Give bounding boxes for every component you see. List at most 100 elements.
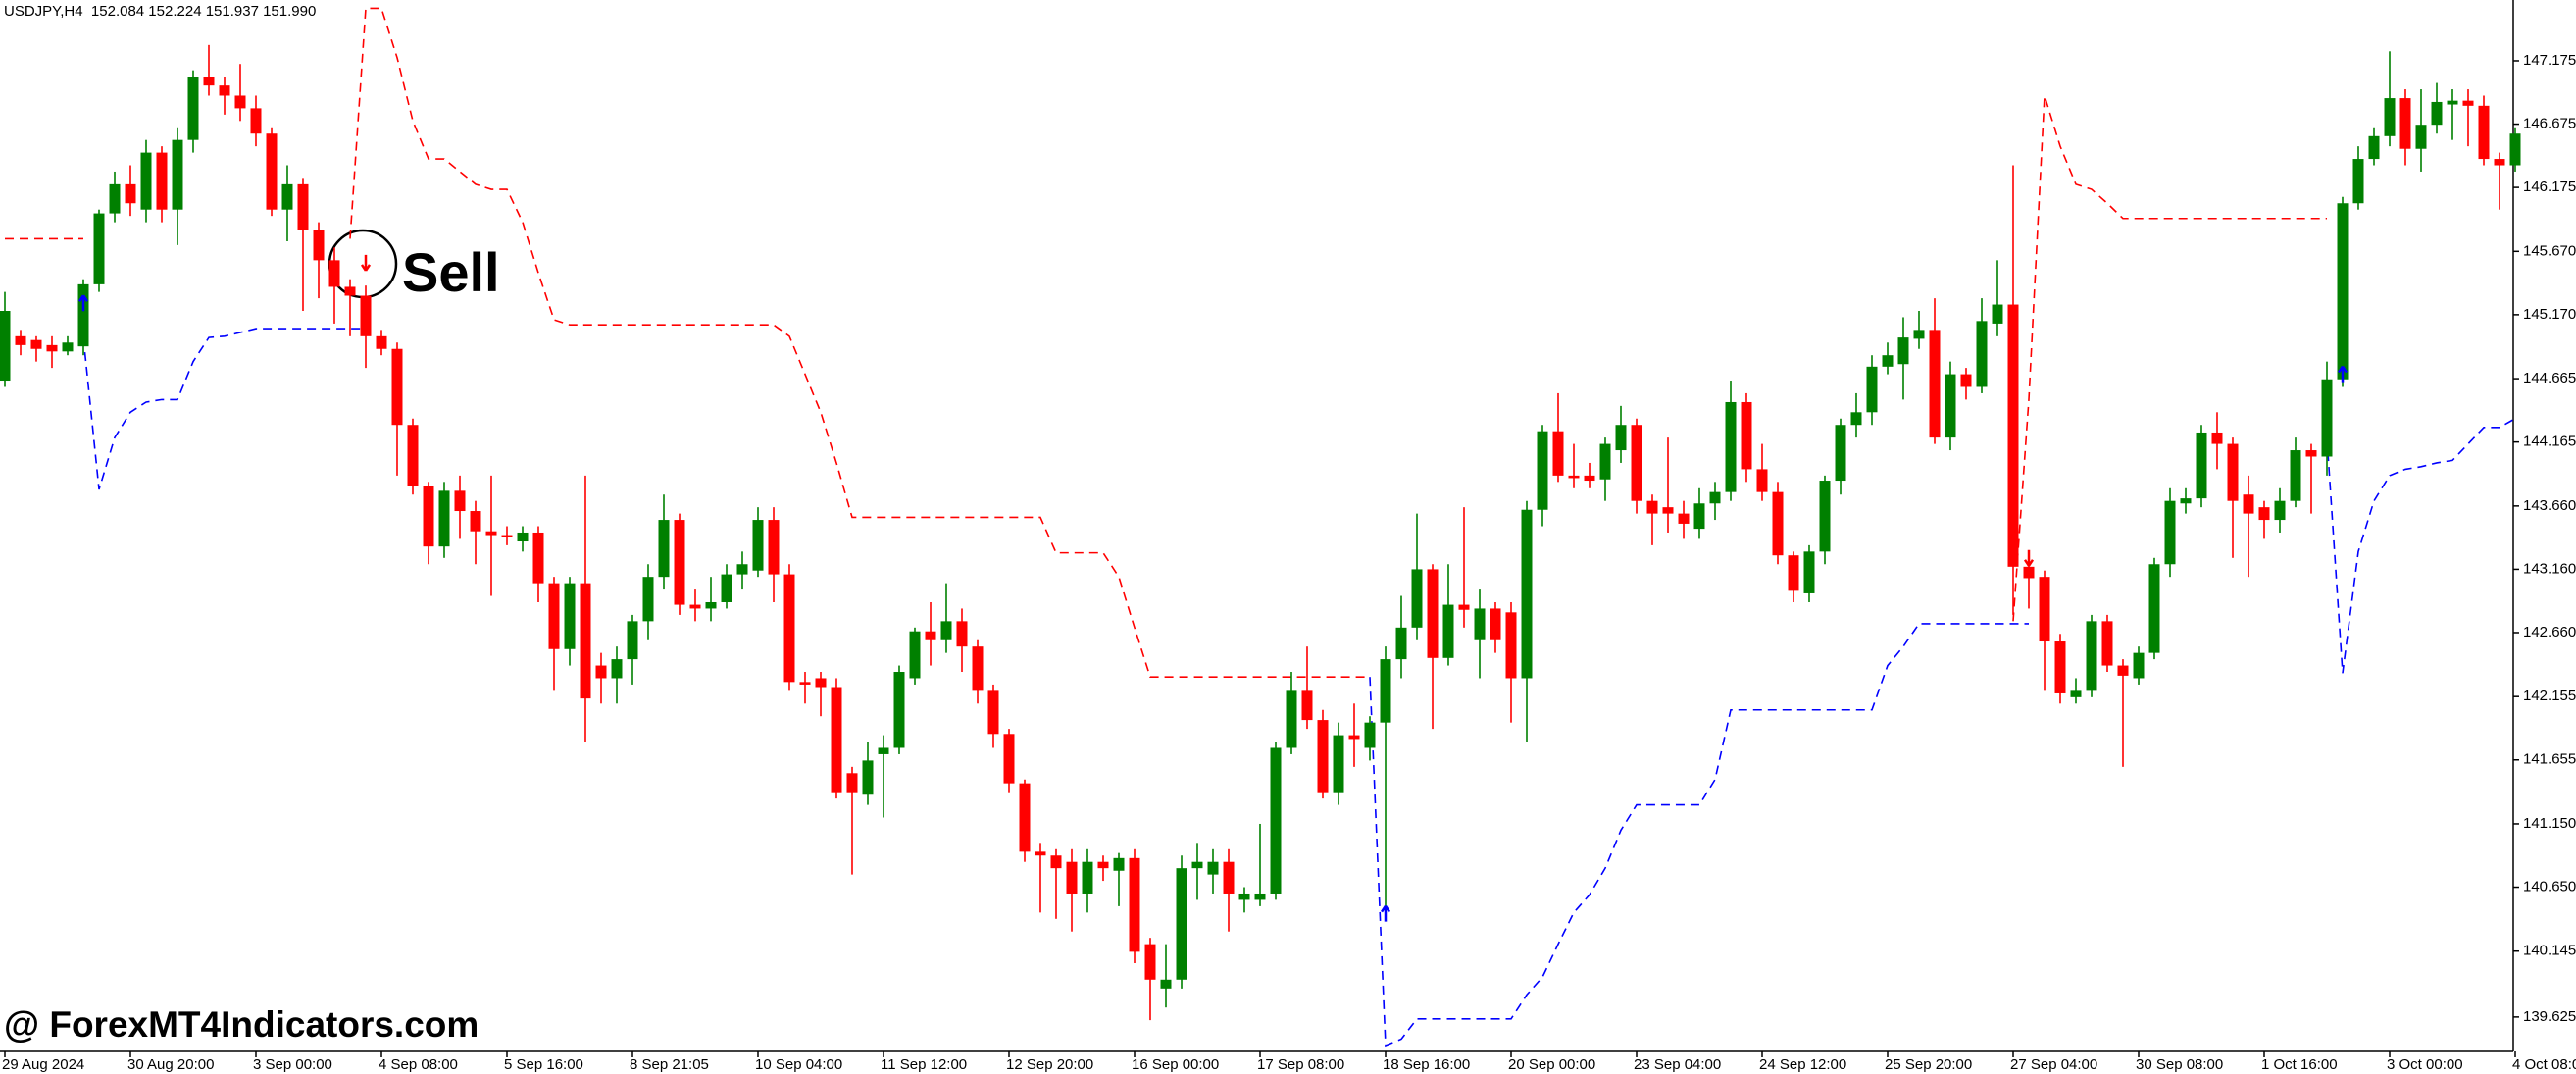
x-tick-label: 12 Sep 20:00 bbox=[1006, 1056, 1093, 1073]
candle-body bbox=[846, 773, 858, 793]
candle-body bbox=[1270, 747, 1282, 894]
candle-body bbox=[1144, 944, 1156, 980]
candle-body bbox=[156, 152, 168, 210]
candle-body bbox=[627, 621, 638, 660]
candle-body bbox=[2305, 450, 2317, 457]
candle-body bbox=[2007, 304, 2019, 567]
sell-arrow bbox=[360, 254, 372, 272]
watermark: @ ForexMT4Indicators.com bbox=[4, 1004, 479, 1045]
candle-body bbox=[1725, 401, 1737, 492]
candle-body bbox=[1552, 431, 1564, 476]
candle-body bbox=[2494, 159, 2505, 166]
candle-body bbox=[2368, 135, 2380, 160]
candle-body bbox=[454, 490, 466, 512]
candle-body bbox=[1254, 893, 1266, 900]
candle-body bbox=[956, 621, 968, 647]
x-tick-label: 4 Sep 08:00 bbox=[379, 1056, 458, 1073]
candle-body bbox=[1003, 734, 1015, 784]
candle-body bbox=[2384, 98, 2396, 136]
candle-body bbox=[1584, 475, 1595, 482]
candle-body bbox=[831, 687, 842, 793]
x-tick-label: 8 Sep 21:05 bbox=[630, 1056, 709, 1073]
x-tick-label: 25 Sep 20:00 bbox=[1885, 1056, 1972, 1073]
candle-body bbox=[1992, 304, 2003, 324]
candle-body bbox=[391, 348, 403, 426]
candle-body bbox=[1427, 569, 1439, 658]
candle-body bbox=[972, 646, 984, 691]
candle-body bbox=[423, 486, 434, 547]
candle-body bbox=[2352, 159, 2364, 204]
candle-body bbox=[940, 621, 952, 640]
candle-body bbox=[1976, 321, 1988, 387]
candle-body bbox=[2447, 100, 2458, 105]
candle-body bbox=[1160, 979, 1172, 989]
y-tick-label: 142.155 bbox=[2523, 688, 2576, 704]
candle-body bbox=[470, 511, 481, 532]
candle-body bbox=[328, 260, 340, 287]
y-tick-label: 144.165 bbox=[2523, 434, 2576, 450]
candle-body bbox=[1317, 720, 1329, 793]
y-tick-label: 140.650 bbox=[2523, 878, 2576, 895]
y-tick-label: 142.660 bbox=[2523, 624, 2576, 640]
candle-body bbox=[925, 631, 936, 640]
candle-body bbox=[1772, 491, 1784, 556]
buy-arrow bbox=[77, 294, 89, 312]
candle-body bbox=[1395, 627, 1407, 660]
candle-body bbox=[1082, 861, 1093, 894]
candle-body bbox=[2399, 98, 2411, 149]
candle-body bbox=[1348, 735, 1360, 740]
y-tick-label: 146.175 bbox=[2523, 179, 2576, 195]
candle-body bbox=[1097, 861, 1109, 869]
candle-body bbox=[1035, 851, 1046, 856]
candle-body bbox=[2039, 577, 2050, 642]
candle-body bbox=[2478, 105, 2490, 160]
x-tick-label: 30 Sep 08:00 bbox=[2136, 1056, 2223, 1073]
candle-body bbox=[783, 574, 795, 683]
candle-body bbox=[1474, 608, 1486, 640]
x-tick-label: 1 Oct 16:00 bbox=[2261, 1056, 2338, 1073]
y-tick-label: 145.170 bbox=[2523, 306, 2576, 323]
x-tick-label: 27 Sep 04:00 bbox=[2010, 1056, 2097, 1073]
candle-body bbox=[1913, 330, 1925, 339]
candle-body bbox=[1019, 783, 1031, 852]
x-tick-label: 20 Sep 00:00 bbox=[1508, 1056, 1595, 1073]
candle-body bbox=[501, 535, 513, 537]
y-tick-label: 146.675 bbox=[2523, 116, 2576, 132]
x-tick-label: 24 Sep 12:00 bbox=[1759, 1056, 1846, 1073]
y-tick-label: 145.670 bbox=[2523, 242, 2576, 259]
candle-body bbox=[297, 183, 309, 230]
candle-body bbox=[219, 85, 230, 96]
candle-body bbox=[1866, 366, 1878, 413]
candle-body bbox=[1537, 431, 1548, 510]
candle-body bbox=[2337, 203, 2349, 380]
candle-body bbox=[2509, 133, 2521, 166]
candle-body bbox=[2243, 494, 2254, 514]
candle-body bbox=[878, 747, 889, 754]
buy-arrow bbox=[2337, 365, 2349, 383]
candle-body bbox=[1286, 690, 1297, 748]
sell-arrow bbox=[2023, 549, 2035, 567]
candle-body bbox=[674, 520, 685, 605]
x-tick-label: 10 Sep 04:00 bbox=[755, 1056, 842, 1073]
candle-body bbox=[407, 425, 419, 486]
candle-body bbox=[2321, 379, 2333, 457]
candle-body bbox=[2070, 690, 2082, 697]
candle-body bbox=[2023, 566, 2035, 579]
candle-body bbox=[266, 133, 278, 210]
candle-body bbox=[1442, 604, 1454, 658]
x-tick-label: 16 Sep 00:00 bbox=[1132, 1056, 1219, 1073]
x-tick-label: 29 Aug 2024 bbox=[2, 1056, 84, 1073]
candle-body bbox=[281, 183, 293, 210]
candle-body bbox=[1631, 425, 1642, 501]
candle-body bbox=[1756, 469, 1768, 492]
y-tick-label: 141.150 bbox=[2523, 815, 2576, 832]
candle-body bbox=[1803, 551, 1815, 593]
symbol-header: USDJPY,H4 152.084 152.224 151.937 151.99… bbox=[4, 3, 316, 20]
x-tick-label: 5 Sep 16:00 bbox=[504, 1056, 583, 1073]
candle-body bbox=[1897, 337, 1909, 365]
candle-body bbox=[1850, 412, 1862, 426]
candle-body bbox=[2462, 100, 2474, 106]
candle-body bbox=[77, 283, 89, 347]
